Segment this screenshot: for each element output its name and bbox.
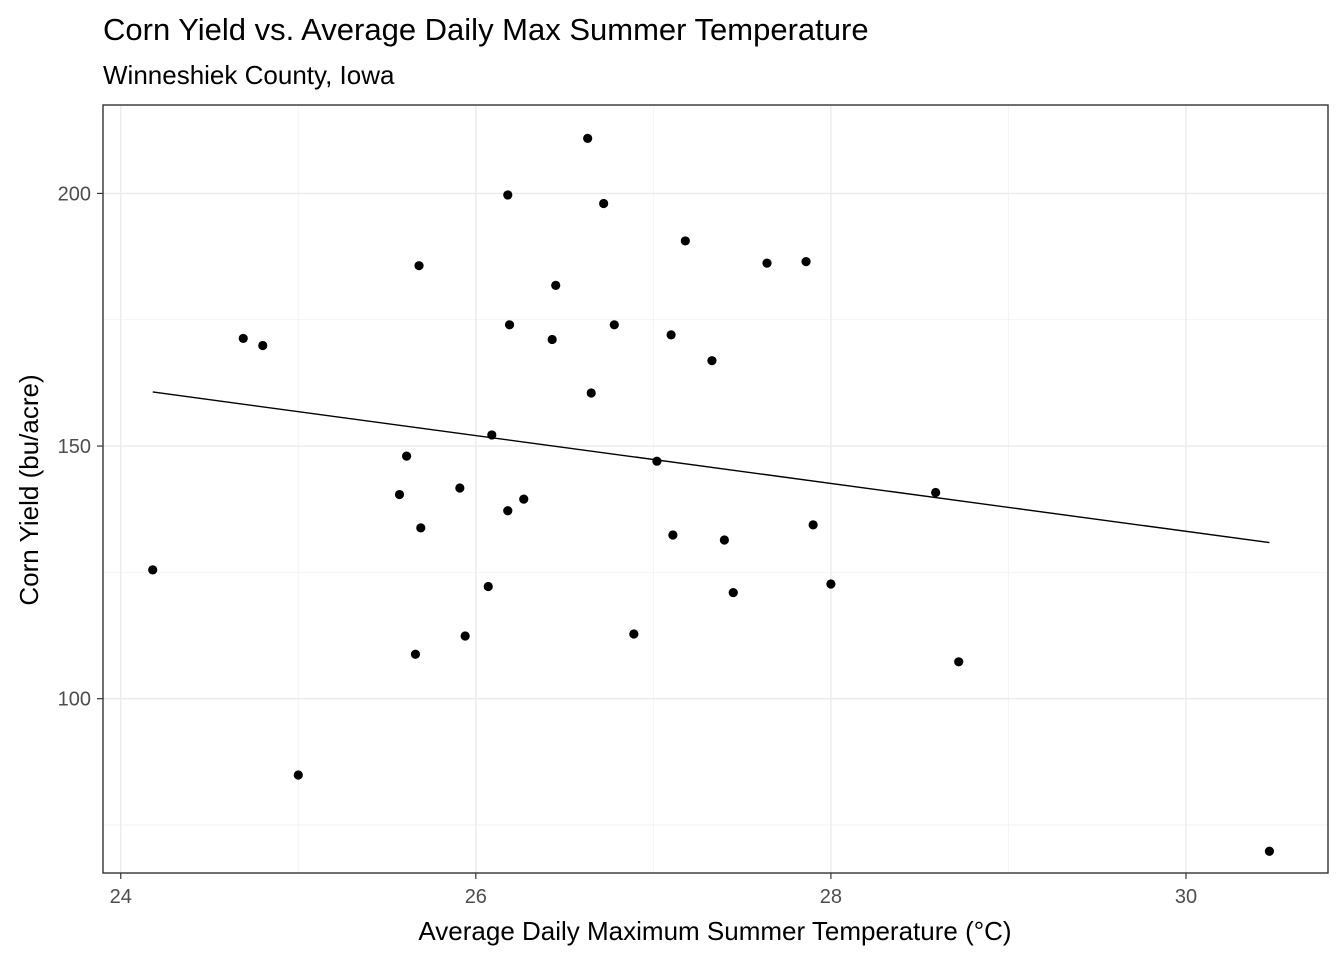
y-tick-label: 200 bbox=[58, 183, 91, 205]
data-point bbox=[148, 565, 158, 575]
x-axis-title: Average Daily Maximum Summer Temperature… bbox=[418, 916, 1011, 946]
data-point bbox=[583, 133, 593, 143]
data-point bbox=[586, 388, 596, 398]
y-tick-label: 150 bbox=[58, 436, 91, 458]
data-point bbox=[808, 520, 818, 530]
data-point bbox=[414, 261, 424, 271]
chart-subtitle: Winneshiek County, Iowa bbox=[103, 60, 395, 90]
data-point bbox=[547, 334, 557, 345]
data-point bbox=[728, 587, 738, 598]
data-point bbox=[455, 483, 465, 493]
data-point bbox=[503, 506, 513, 516]
data-point bbox=[410, 649, 421, 659]
data-point bbox=[762, 258, 772, 268]
y-tick-label: 100 bbox=[58, 689, 91, 711]
data-point bbox=[416, 523, 426, 533]
x-tick-label: 26 bbox=[465, 886, 487, 908]
data-point bbox=[519, 494, 529, 504]
data-point bbox=[460, 631, 470, 641]
data-point bbox=[954, 657, 964, 667]
data-point bbox=[652, 456, 662, 466]
data-points bbox=[148, 133, 1275, 856]
x-axis-ticks: 24 26 28 30 bbox=[110, 873, 1197, 908]
data-point bbox=[487, 430, 497, 440]
data-point bbox=[666, 330, 676, 340]
data-point bbox=[238, 333, 248, 344]
trend-line bbox=[152, 391, 1270, 544]
x-tick-label: 24 bbox=[110, 886, 132, 908]
data-point bbox=[504, 320, 515, 330]
data-point bbox=[483, 581, 493, 592]
x-tick-label: 30 bbox=[1175, 886, 1197, 908]
data-point bbox=[1264, 846, 1275, 856]
trend-line-group bbox=[152, 391, 1270, 544]
data-point bbox=[258, 340, 268, 351]
data-point bbox=[401, 451, 412, 461]
data-point bbox=[680, 236, 690, 246]
data-point bbox=[293, 770, 303, 780]
data-point bbox=[826, 579, 836, 589]
data-point bbox=[503, 190, 513, 200]
data-point bbox=[801, 257, 811, 267]
y-axis-ticks: 100 150 200 bbox=[58, 183, 103, 711]
data-point bbox=[629, 629, 639, 639]
data-point bbox=[599, 198, 609, 209]
data-point bbox=[668, 530, 678, 540]
data-point bbox=[719, 535, 729, 545]
minor-gridlines bbox=[103, 105, 1328, 873]
data-point bbox=[707, 356, 717, 366]
plot-panel-border bbox=[102, 104, 1329, 874]
data-point bbox=[394, 489, 405, 500]
x-tick-label: 28 bbox=[820, 886, 842, 908]
data-point bbox=[609, 320, 619, 330]
major-gridlines bbox=[103, 105, 1328, 873]
data-point bbox=[551, 280, 561, 290]
chart-title: Corn Yield vs. Average Daily Max Summer … bbox=[103, 12, 869, 47]
y-axis-title: Corn Yield (bu/acre) bbox=[14, 374, 44, 605]
data-point bbox=[931, 487, 941, 498]
